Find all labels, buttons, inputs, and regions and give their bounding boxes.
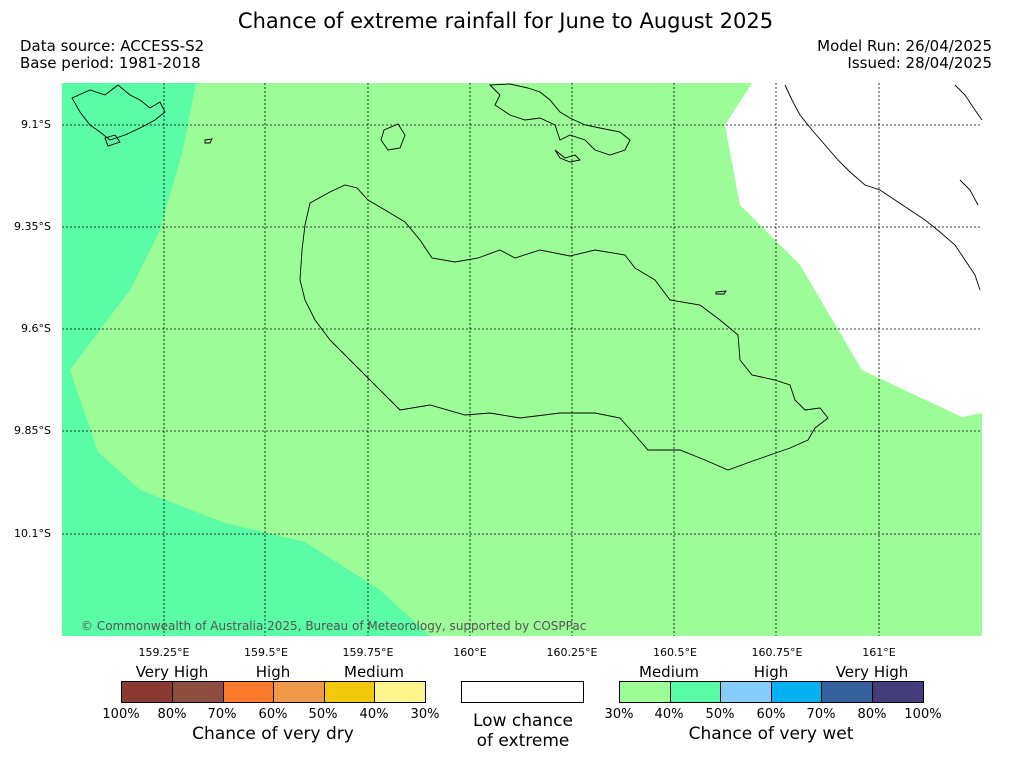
lon-label: 160.5°E: [653, 646, 697, 659]
coastlines: [71, 83, 983, 471]
lat-label: 9.35°S: [14, 220, 51, 233]
metadata-left: Data source: ACCESS-S2 Base period: 1981…: [20, 38, 204, 72]
lon-label: 160.25°E: [546, 646, 598, 659]
dry-percent-label: 30%: [410, 707, 440, 722]
lat-label: 9.6°S: [21, 322, 51, 335]
dry-percent-label: 40%: [359, 707, 389, 722]
wet-percent-label: 40%: [654, 707, 684, 722]
lat-label: 9.85°S: [14, 424, 51, 437]
low-chance-line2: of extreme: [476, 731, 570, 751]
dry-percent-label: 70%: [207, 707, 237, 722]
lon-label: 159.5°E: [244, 646, 288, 659]
wet-category-label: Medium: [639, 663, 699, 681]
low-chance-swatch: [461, 681, 584, 703]
lat-label: 10.1°S: [14, 527, 51, 540]
lon-label: 160.75°E: [751, 646, 803, 659]
issued-date: Issued: 28/04/2025: [847, 54, 992, 72]
dry-category-label: High: [255, 663, 291, 681]
wet-category-label: Very High: [835, 663, 909, 681]
wet-percent-label: 50%: [705, 707, 735, 722]
wet-category-label: High: [753, 663, 789, 681]
dry-swatch: [324, 681, 376, 703]
copyright-notice: © Commonwealth of Australia 2025, Bureau…: [81, 619, 587, 633]
dry-percent-label: 50%: [308, 707, 338, 722]
low-chance-label: Low chance of extreme: [453, 711, 593, 751]
dry-swatch: [121, 681, 173, 703]
wet-swatch: [872, 681, 924, 703]
lon-label: 160°E: [453, 646, 487, 659]
high-chance-region: [62, 83, 430, 636]
lon-label: 161°E: [862, 646, 896, 659]
dry-swatch: [223, 681, 275, 703]
dry-swatch: [172, 681, 224, 703]
lon-label: 159.25°E: [138, 646, 190, 659]
low-chance-region: [725, 83, 982, 417]
data-source: Data source: ACCESS-S2: [20, 37, 205, 55]
dry-category-label: Medium: [344, 663, 404, 681]
metadata-right: Model Run: 26/04/2025 Issued: 28/04/2025: [817, 38, 992, 72]
base-period: Base period: 1981-2018: [20, 54, 201, 72]
wet-percent-label: 60%: [756, 707, 786, 722]
dry-percent-label: 80%: [157, 707, 187, 722]
wet-swatch: [821, 681, 873, 703]
dry-swatch: [374, 681, 426, 703]
wet-percent-label: 70%: [806, 707, 836, 722]
dry-category-label: Very High: [135, 663, 209, 681]
dry-legend-title: Chance of very dry: [192, 724, 354, 744]
gridlines: [62, 83, 982, 636]
model-run: Model Run: 26/04/2025: [817, 37, 992, 55]
wet-percent-label: 30%: [604, 707, 634, 722]
low-chance-line1: Low chance: [473, 711, 573, 731]
lon-label: 159.75°E: [342, 646, 394, 659]
wet-swatch: [771, 681, 823, 703]
wet-percent-label: 80%: [857, 707, 887, 722]
wet-swatch: [670, 681, 722, 703]
wet-swatch: [619, 681, 671, 703]
wet-percent-label: 100%: [904, 707, 942, 722]
dry-percent-label: 100%: [102, 707, 140, 722]
map-title: Chance of extreme rainfall for June to A…: [237, 9, 774, 33]
wet-swatch: [720, 681, 772, 703]
dry-percent-label: 60%: [258, 707, 288, 722]
dry-swatch: [273, 681, 325, 703]
wet-legend-title: Chance of very wet: [688, 724, 854, 744]
lat-label: 9.1°S: [21, 118, 51, 131]
